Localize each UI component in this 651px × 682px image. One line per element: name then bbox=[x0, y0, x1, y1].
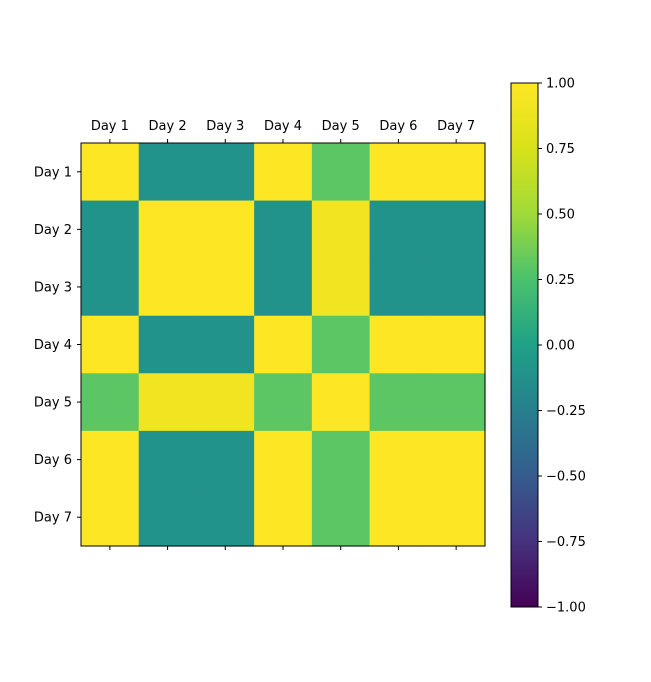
x-axis: Day 1 Day 2 Day 3 Day 4 Day 5 Day 6 Day 7 bbox=[91, 119, 475, 550]
heatmap-cell bbox=[311, 488, 371, 547]
heatmap-cell bbox=[138, 200, 198, 259]
colorbar-tick-label: 0.50 bbox=[546, 208, 575, 223]
heatmap-cells bbox=[81, 143, 486, 547]
colorbar: 1.00 0.75 0.50 0.25 0.00 −0.25 −0.50 −0.75 −1.00 bbox=[510, 77, 586, 616]
heatmap-cell bbox=[369, 258, 428, 317]
heatmap-cell bbox=[81, 315, 140, 374]
heatmap-cell bbox=[138, 373, 198, 432]
heatmap-cell bbox=[196, 200, 255, 259]
heatmap-cell bbox=[138, 315, 198, 374]
colorbar-axis: 1.00 0.75 0.50 0.25 0.00 −0.25 −0.50 −0.75 −1.00 bbox=[538, 77, 586, 616]
heatmap-cell bbox=[427, 258, 486, 317]
heatmap-cell bbox=[311, 430, 371, 490]
y-tick-label: Day 4 bbox=[34, 338, 72, 353]
x-tick-label: Day 3 bbox=[206, 119, 244, 134]
x-tick-label: Day 2 bbox=[149, 119, 187, 134]
y-tick-label: Day 2 bbox=[34, 223, 72, 238]
heatmap-cell bbox=[254, 200, 313, 259]
y-tick-label: Day 6 bbox=[34, 453, 72, 468]
heatmap-cell bbox=[369, 315, 428, 374]
colorbar-gradient bbox=[511, 83, 538, 607]
heatmap-cell bbox=[311, 373, 371, 432]
heatmap-cell bbox=[369, 200, 428, 259]
y-tick-label: Day 3 bbox=[34, 280, 72, 295]
heatmap-cell bbox=[196, 488, 255, 547]
heatmap-cell bbox=[311, 315, 371, 374]
heatmap-cell bbox=[196, 143, 255, 202]
heatmap-cell bbox=[81, 373, 140, 432]
heatmap-cell bbox=[311, 258, 371, 317]
heatmap-cell bbox=[311, 143, 371, 202]
heatmap-cell bbox=[138, 488, 198, 547]
heatmap-cell bbox=[138, 258, 198, 317]
colorbar-tick-label: 0.25 bbox=[546, 273, 575, 288]
x-tick-label: Day 4 bbox=[264, 119, 302, 134]
heatmap-cell bbox=[427, 143, 486, 202]
heatmap-cell bbox=[81, 143, 140, 202]
heatmap-cell bbox=[196, 315, 255, 374]
heatmap-cell bbox=[196, 430, 255, 490]
heatmap-cell bbox=[81, 430, 140, 490]
heatmap-cell bbox=[369, 373, 428, 432]
heatmap-cell bbox=[81, 258, 140, 317]
colorbar-tick-label: 1.00 bbox=[546, 77, 575, 92]
heatmap-cell bbox=[427, 488, 486, 547]
heatmap-cell bbox=[254, 143, 313, 202]
heatmap-cell bbox=[254, 488, 313, 547]
y-axis: Day 1 Day 2 Day 3 Day 4 Day 5 Day 6 Day 7 bbox=[34, 165, 81, 526]
heatmap-cell bbox=[81, 200, 140, 259]
heatmap-cell bbox=[311, 200, 371, 259]
colorbar-tick-label: 0.00 bbox=[546, 339, 575, 354]
heatmap-cell bbox=[254, 373, 313, 432]
heatmap-cell bbox=[138, 430, 198, 490]
heatmap-cell bbox=[254, 315, 313, 374]
heatmap-cell bbox=[427, 373, 486, 432]
x-tick-label: Day 7 bbox=[437, 119, 475, 134]
x-tick-label: Day 1 bbox=[91, 119, 129, 134]
heatmap-cell bbox=[196, 373, 255, 432]
colorbar-tick-label: 0.75 bbox=[546, 142, 575, 157]
heatmap-cell bbox=[369, 430, 428, 490]
x-tick-label: Day 5 bbox=[322, 119, 360, 134]
heatmap-cell bbox=[254, 430, 313, 490]
heatmap-cell bbox=[427, 315, 486, 374]
y-tick-label: Day 5 bbox=[34, 396, 72, 411]
heatmap-cell bbox=[427, 430, 486, 490]
heatmap-cell bbox=[138, 143, 198, 202]
heatmap-cell bbox=[81, 488, 140, 547]
heatmap-cell bbox=[427, 200, 486, 259]
x-tick-label: Day 6 bbox=[379, 119, 417, 134]
heatmap-cell bbox=[369, 143, 428, 202]
y-tick-label: Day 1 bbox=[34, 165, 72, 180]
colorbar-tick-label: −0.75 bbox=[546, 535, 586, 550]
heatmap-cell bbox=[254, 258, 313, 317]
colorbar-tick-label: −1.00 bbox=[546, 601, 586, 616]
heatmap-cell bbox=[196, 258, 255, 317]
heatmap-cell bbox=[369, 488, 428, 547]
colorbar-tick-label: −0.25 bbox=[546, 404, 586, 419]
colorbar-tick-label: −0.50 bbox=[546, 470, 586, 485]
y-tick-label: Day 7 bbox=[34, 511, 72, 526]
